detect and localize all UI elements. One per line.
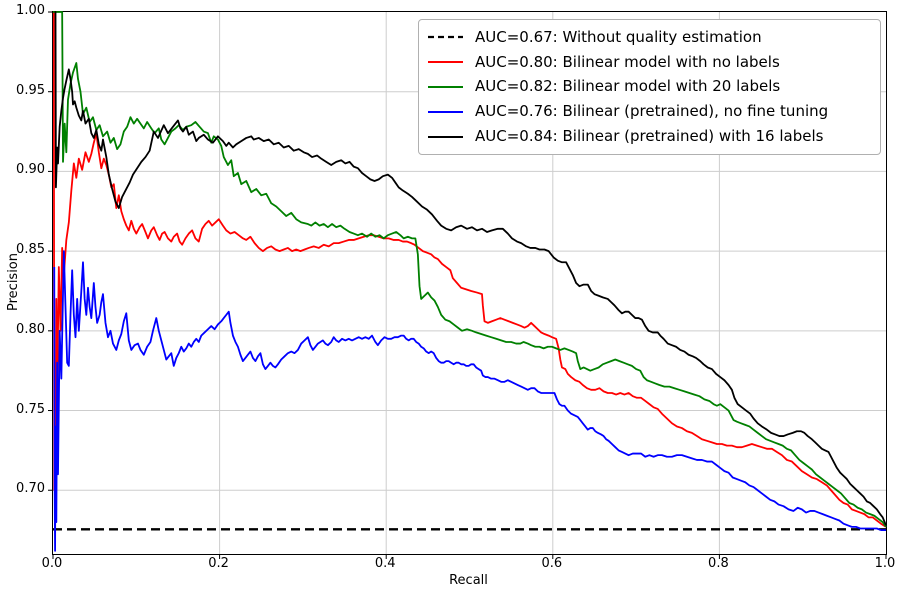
curve-bilinear-20-labels — [53, 11, 887, 528]
legend-item-label: AUC=0.80: Bilinear model with no labels — [475, 52, 780, 71]
legend-item-label: AUC=0.67: Without quality estimation — [475, 27, 762, 46]
x-tick-label: 0.6 — [541, 556, 563, 571]
x-tick-label: 0.0 — [41, 556, 63, 571]
legend-item: AUC=0.80: Bilinear model with no labels — [428, 52, 871, 71]
legend-line-sample-bilinear-no-labels — [428, 59, 463, 65]
y-tick-label: 0.80 — [16, 321, 45, 337]
legend-line-sample-bilinear-20-labels — [428, 84, 463, 90]
legend: AUC=0.67: Without quality estimation AUC=… — [418, 19, 881, 155]
x-tick-label: 0.4 — [374, 556, 396, 571]
legend-item-label: AUC=0.84: Bilinear (pretrained) with 16 … — [475, 127, 824, 146]
legend-item: AUC=0.76: Bilinear (pretrained), no fine… — [428, 103, 871, 120]
legend-item: AUC=0.82: Bilinear model with 20 labels — [428, 78, 871, 95]
legend-line-sample-baseline — [428, 34, 463, 40]
y-tick-label: 0.90 — [16, 162, 45, 178]
legend-item: AUC=0.67: Without quality estimation — [428, 27, 871, 46]
x-tick-label: 0.2 — [208, 556, 229, 571]
y-tick-label: 0.70 — [16, 481, 45, 497]
legend-item-label: AUC=0.82: Bilinear model with 20 labels — [475, 77, 781, 96]
x-tick-label: 1.0 — [874, 556, 896, 571]
curve-bilinear-pretrained-16-labels — [54, 11, 887, 526]
y-tick-label: 0.85 — [16, 242, 45, 258]
y-tick-label: 1.00 — [16, 3, 45, 18]
y-tick-label: 0.75 — [16, 401, 45, 417]
legend-line-sample-bilinear-pretrained-no-finetune — [428, 109, 463, 115]
y-tick-label: 0.95 — [16, 82, 45, 98]
legend-item-label: AUC=0.76: Bilinear (pretrained), no fine… — [475, 102, 829, 121]
x-axis-label: Recall — [449, 573, 488, 588]
x-tick-label: 0.8 — [708, 556, 729, 571]
curve-bilinear-no-labels — [52, 11, 887, 528]
legend-item: AUC=0.84: Bilinear (pretrained) with 16 … — [428, 128, 871, 145]
curve-bilinear-pretrained-no-finetune — [53, 250, 886, 552]
legend-line-sample-bilinear-pretrained-16-labels — [428, 134, 463, 140]
y-axis-label: Precision — [6, 253, 21, 312]
